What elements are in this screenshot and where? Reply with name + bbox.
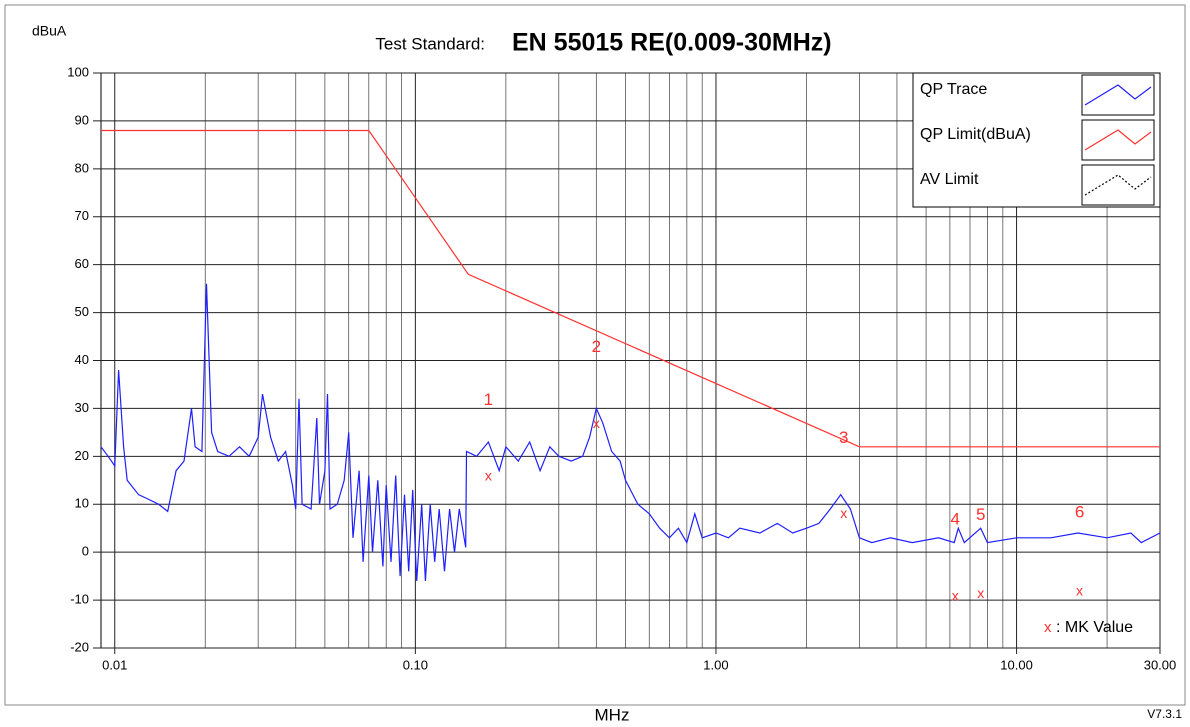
y-tick-label: 10 — [75, 496, 89, 511]
y-tick-label: 0 — [82, 544, 89, 559]
x-tick-label: 0.01 — [102, 657, 127, 672]
marker-label: 6 — [1075, 503, 1084, 522]
legend-swatch-box — [1081, 164, 1155, 206]
y-tick-label: 50 — [75, 304, 89, 319]
legend-swatch-box — [1081, 119, 1155, 161]
y-tick-label: 20 — [75, 448, 89, 463]
marker-label: 5 — [976, 505, 985, 524]
y-tick-label: 90 — [75, 112, 89, 127]
x-tick-label: 0.10 — [403, 657, 428, 672]
marker-point: x — [977, 585, 984, 601]
y-tick-label: 60 — [75, 256, 89, 271]
x-tick-label: 30.00 — [1144, 657, 1177, 672]
x-tick-label: 1.00 — [703, 657, 728, 672]
series-line — [100, 283, 1161, 581]
marker-point: x — [485, 468, 492, 484]
marker-point: x — [952, 587, 959, 603]
marker-label: 2 — [592, 337, 601, 356]
legend-swatch — [1084, 174, 1152, 196]
y-tick-label: 80 — [75, 160, 89, 175]
y-tick-label: 100 — [67, 64, 89, 79]
legend-label: AV Limit — [920, 171, 979, 188]
legend-swatch — [1084, 84, 1152, 106]
y-tick-label: -10 — [70, 592, 89, 607]
y-axis-label: dBuA — [32, 23, 67, 39]
marker-point: x — [1076, 583, 1083, 599]
marker-legend-symbol: x — [1044, 619, 1052, 636]
marker-label: 1 — [484, 390, 493, 409]
title-prefix: Test Standard: — [375, 34, 485, 53]
y-tick-label: -20 — [70, 639, 89, 654]
y-tick-label: 40 — [75, 352, 89, 367]
legend-label: QP Limit(dBuA) — [920, 126, 1031, 143]
marker-point: x — [593, 415, 600, 431]
legend-label: QP Trace — [920, 81, 987, 98]
marker-point: x — [840, 505, 847, 521]
y-tick-label: 30 — [75, 400, 89, 415]
legend-swatch — [1084, 129, 1152, 151]
marker-legend-text: : MK Value — [1056, 619, 1133, 636]
marker-label: 4 — [950, 510, 959, 529]
x-axis-label: MHz — [595, 705, 630, 724]
series-line — [101, 129, 1160, 448]
legend-swatch-box — [1081, 74, 1155, 116]
y-tick-label: 70 — [75, 208, 89, 223]
marker-label: 3 — [839, 428, 848, 447]
x-tick-label: 10.00 — [1000, 657, 1033, 672]
chart-title: EN 55015 RE(0.009-30MHz) — [512, 29, 832, 57]
frame — [4, 4, 1186, 706]
version: V7.3.1 — [1147, 707, 1182, 721]
